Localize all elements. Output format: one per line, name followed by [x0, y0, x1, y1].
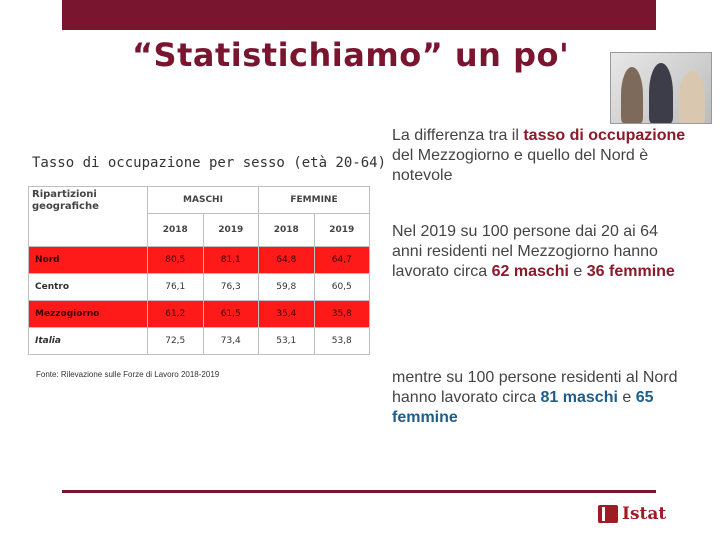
value-cell: 64,7 — [313, 246, 370, 274]
value-cell: 53,8 — [313, 327, 370, 355]
employment-table: Ripartizioni geografiche MASCHI FEMMINE … — [28, 186, 370, 355]
region-nord: Nord — [28, 246, 148, 274]
table-row: Nord 80,5 81,1 64,8 64,7 — [28, 246, 370, 274]
bottom-divider — [62, 490, 656, 493]
value-cell: 35,4 — [258, 300, 315, 328]
text-span: Nel 2019 su 100 persone dai 20 ai 64 ann… — [392, 223, 658, 280]
value-cell: 76,3 — [202, 273, 259, 301]
value-cell: 61,2 — [147, 300, 204, 328]
text-span: del Mezzogiorno e quello del Nord è note… — [392, 147, 649, 184]
highlight-males-north: 81 maschi — [540, 389, 618, 406]
header-region-label: Ripartizioni geografiche — [28, 186, 148, 247]
value-cell: 81,1 — [202, 246, 259, 274]
text-span: e — [568, 263, 587, 280]
value-cell: 73,4 — [202, 327, 259, 355]
year-header: 2019 — [313, 213, 370, 247]
group-header-males: MASCHI — [147, 186, 259, 214]
paragraph-north: mentre su 100 persone residenti al Nord … — [392, 368, 692, 428]
table-caption: Tasso di occupazione per sesso (età 20-6… — [32, 155, 387, 171]
region-mezzogiorno: Mezzogiorno — [28, 300, 148, 328]
value-cell: 80,5 — [147, 246, 204, 274]
text-span: mentre su 100 persone residenti al Nord … — [392, 369, 678, 406]
value-cell: 64,8 — [258, 246, 315, 274]
istat-logo: Istat — [598, 504, 666, 524]
slide-title: “Statistichiamo” un po' — [132, 36, 570, 74]
year-header: 2018 — [147, 213, 204, 247]
text-span: La differenza tra il — [392, 127, 524, 144]
highlight-males-south: 62 maschi — [491, 263, 569, 280]
logo-text: Istat — [622, 504, 667, 524]
paragraph-south: Nel 2019 su 100 persone dai 20 ai 64 ann… — [392, 222, 692, 282]
value-cell: 53,1 — [258, 327, 315, 355]
value-cell: 76,1 — [147, 273, 204, 301]
region-centro: Centro — [28, 273, 148, 301]
group-header-females: FEMMINE — [258, 186, 370, 214]
top-banner — [62, 0, 656, 30]
table-source: Fonte: Rilevazione sulle Forze di Lavoro… — [36, 370, 220, 379]
value-cell: 59,8 — [258, 273, 315, 301]
value-cell: 60,5 — [313, 273, 370, 301]
table-row: Italia 72,5 73,4 53,1 53,8 — [28, 327, 370, 355]
text-span: e — [617, 389, 636, 406]
value-cell: 35,8 — [313, 300, 370, 328]
highlight-term: tasso di occupazione — [523, 127, 686, 144]
highlight-females-north: 65 femmine — [392, 389, 654, 426]
year-header: 2018 — [258, 213, 315, 247]
istat-logo-icon — [598, 505, 618, 523]
value-cell: 72,5 — [147, 327, 204, 355]
highlight-females-south: 36 femmine — [586, 263, 675, 280]
region-italia: Italia — [28, 327, 148, 355]
office-photo — [610, 52, 712, 124]
year-header: 2019 — [202, 213, 259, 247]
table-row: Mezzogiorno 61,2 61,5 35,4 35,8 — [28, 300, 370, 328]
value-cell: 61,5 — [202, 300, 259, 328]
table-row: Centro 76,1 76,3 59,8 60,5 — [28, 273, 370, 301]
paragraph-difference: La differenza tra il tasso di occupazion… — [392, 126, 692, 186]
